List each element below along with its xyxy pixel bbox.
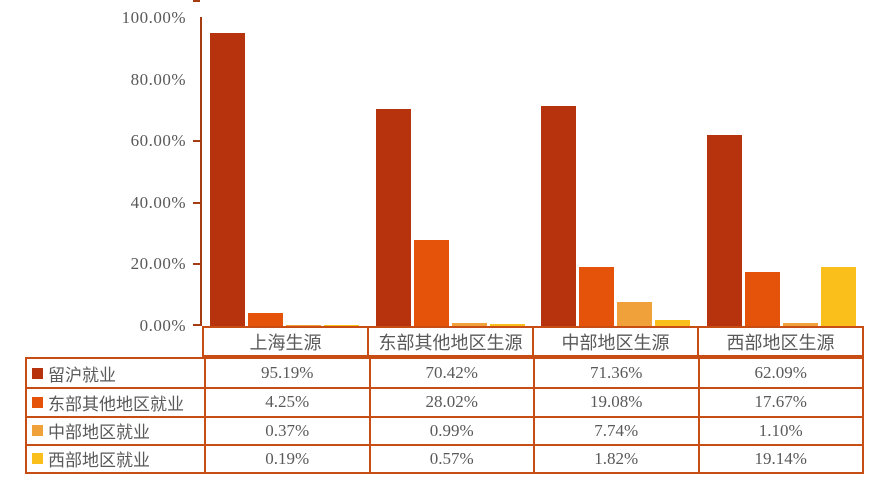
bar-series1-cat1 [210, 32, 246, 326]
table-value-cell: 0.99% [368, 415, 533, 444]
bar-series3-cat4 [782, 322, 818, 326]
table-header-cell: 上海生源 [249, 332, 322, 353]
table-value-cell: 0.57% [368, 443, 533, 472]
y-axis-tick [193, 140, 200, 142]
bar-series3-cat2 [451, 323, 487, 326]
legend-cell: 东部其他地区就业 [27, 387, 204, 415]
legend-cell: 留沪就业 [27, 359, 204, 387]
table-value-cell: 19.08% [533, 387, 698, 416]
table-value-cell: 62.09% [697, 359, 863, 388]
bar-series2-cat3 [579, 267, 615, 326]
table-header-cell: 东部其他地区生源 [367, 328, 532, 355]
table-value-cell: 28.02% [368, 387, 533, 416]
y-axis-tick-label: 60.00% [130, 131, 186, 150]
bar-series2-cat1 [248, 312, 284, 326]
table-value-cell: 1.82% [533, 443, 698, 472]
table-header-row: 上海生源 东部其他地区生源 中部地区生源 西部地区生源 [202, 326, 864, 357]
table-value-cell: 7.74% [533, 415, 698, 444]
bar-group-cat1 [202, 18, 368, 326]
bar-series1-cat4 [706, 134, 742, 326]
y-axis-tick-label: 40.00% [130, 193, 186, 212]
table-header-cell: 西部地区生源 [697, 328, 862, 355]
plot-area [202, 18, 864, 326]
legend-swatch-icon [32, 453, 43, 465]
table-value-cell: 95.19% [204, 359, 369, 388]
bar-series4-cat4 [820, 267, 856, 326]
legend-swatch-icon [32, 425, 43, 437]
y-axis-tick [193, 263, 200, 265]
table-header-cell: 中部地区生源 [532, 328, 697, 355]
y-axis-tick-label: 20.00% [130, 254, 186, 273]
legend-label: 留沪就业 [48, 365, 116, 385]
table-value-cell: 4.25% [204, 387, 369, 416]
legend-label: 东部其他地区就业 [48, 394, 184, 414]
bar-series4-cat1 [324, 325, 360, 326]
bar-series4-cat3 [655, 320, 691, 326]
bar-group-cat4 [699, 18, 865, 326]
bar-series2-cat2 [413, 239, 449, 326]
y-axis-tick [193, 202, 200, 204]
table-value-cell: 71.36% [533, 359, 698, 388]
bar-group-cat2 [368, 18, 534, 326]
table-value-cell: 0.19% [204, 443, 369, 472]
y-axis-tick [193, 324, 200, 326]
legend-label: 中部地区就业 [48, 423, 150, 443]
bar-series3-cat3 [617, 302, 653, 326]
table-value-cell: 17.67% [697, 387, 862, 416]
legend-swatch-icon [32, 396, 43, 408]
bar-series2-cat4 [744, 271, 780, 326]
y-axis-labels: 100.00% 80.00% 60.00% 40.00% 20.00% 0.00… [0, 0, 186, 340]
table-value-cell: 0.37% [204, 415, 369, 444]
bar-series1-cat3 [541, 106, 577, 326]
bar-series1-cat2 [375, 109, 411, 326]
table-value-cell: 19.14% [697, 443, 862, 472]
bar-group-cat3 [533, 18, 699, 326]
y-axis-tick-label: 0.00% [139, 316, 186, 335]
legend-cell: 西部地区就业 [27, 443, 204, 472]
y-axis-tick [193, 0, 200, 2]
table-value-cell: 1.10% [697, 415, 862, 444]
legend-swatch-icon [32, 367, 43, 379]
bar-series3-cat1 [286, 324, 322, 326]
y-axis-tick-label: 80.00% [130, 70, 186, 89]
legend-cell: 中部地区就业 [27, 415, 204, 444]
legend-label: 西部地区就业 [48, 451, 150, 471]
data-table: 留沪就业 95.19% 70.42% 71.36% 62.09% 东部其他地区就… [25, 357, 864, 474]
y-axis-line [200, 17, 202, 326]
y-axis-tick-label: 100.00% [121, 8, 186, 27]
table-value-cell: 70.42% [368, 359, 534, 388]
bar-series4-cat2 [489, 324, 525, 326]
